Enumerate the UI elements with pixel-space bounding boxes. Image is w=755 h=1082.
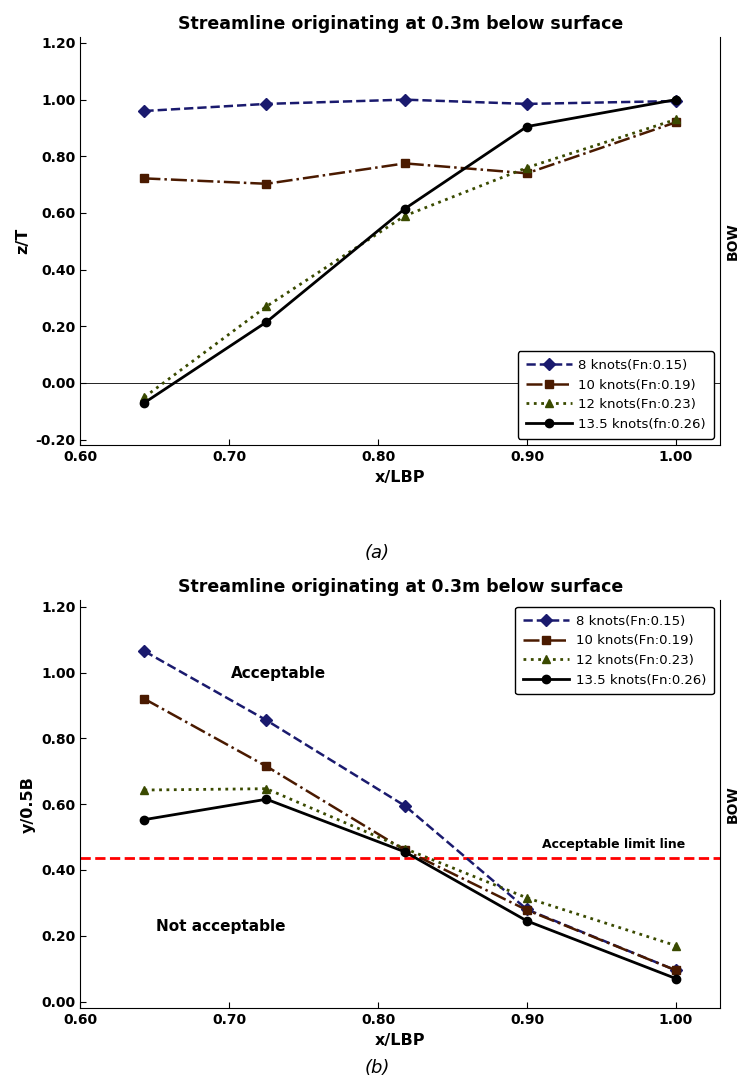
13.5 knots(Fn:0.26) [522, 914, 532, 927]
13.5 knots(fn:0.26) [262, 316, 271, 329]
12 knots(Fn:0.23) [400, 842, 409, 855]
8 knots(Fn:0.15) [522, 903, 532, 916]
Line: 12 knots(Fn:0.23): 12 knots(Fn:0.23) [140, 784, 680, 950]
12 knots(Fn:0.23) [671, 939, 680, 952]
Y-axis label: z/T: z/T [15, 228, 30, 254]
8 knots(Fn:0.15) [140, 105, 149, 118]
12 knots(Fn:0.23) [522, 892, 532, 905]
12 knots(Fn:0.23) [140, 391, 149, 404]
13.5 knots(fn:0.26) [400, 202, 409, 215]
10 knots(Fn:0.19) [671, 964, 680, 977]
Legend: 8 knots(Fn:0.15), 10 knots(Fn:0.19), 12 knots(Fn:0.23), 13.5 knots(fn:0.26): 8 knots(Fn:0.15), 10 knots(Fn:0.19), 12 … [518, 351, 713, 438]
12 knots(Fn:0.23) [522, 161, 532, 174]
8 knots(Fn:0.15) [400, 93, 409, 106]
Text: (b): (b) [365, 1058, 390, 1077]
13.5 knots(Fn:0.26) [671, 972, 680, 985]
8 knots(Fn:0.15) [262, 97, 271, 110]
Text: Acceptable limit line: Acceptable limit line [542, 839, 686, 852]
Text: Acceptable: Acceptable [231, 667, 326, 682]
10 knots(Fn:0.19) [140, 172, 149, 185]
8 knots(Fn:0.15) [400, 800, 409, 813]
8 knots(Fn:0.15) [671, 94, 680, 107]
10 knots(Fn:0.19) [262, 177, 271, 190]
10 knots(Fn:0.19) [400, 844, 409, 857]
10 knots(Fn:0.19) [522, 167, 532, 180]
12 knots(Fn:0.23) [262, 782, 271, 795]
8 knots(Fn:0.15) [671, 964, 680, 977]
10 knots(Fn:0.19) [400, 157, 409, 170]
Text: Not acceptable: Not acceptable [156, 919, 286, 934]
13.5 knots(Fn:0.26) [262, 793, 271, 806]
10 knots(Fn:0.19) [522, 903, 532, 916]
X-axis label: x/LBP: x/LBP [375, 470, 426, 485]
12 knots(Fn:0.23) [140, 783, 149, 796]
Title: Streamline originating at 0.3m below surface: Streamline originating at 0.3m below sur… [178, 15, 623, 32]
13.5 knots(fn:0.26) [140, 396, 149, 409]
13.5 knots(fn:0.26) [522, 120, 532, 133]
12 knots(Fn:0.23) [400, 209, 409, 222]
Line: 12 knots(Fn:0.23): 12 knots(Fn:0.23) [140, 116, 680, 401]
X-axis label: x/LBP: x/LBP [375, 1032, 426, 1047]
Y-axis label: BOW: BOW [726, 786, 740, 823]
Line: 10 knots(Fn:0.19): 10 knots(Fn:0.19) [140, 118, 680, 188]
Line: 13.5 knots(fn:0.26): 13.5 knots(fn:0.26) [140, 95, 680, 407]
12 knots(Fn:0.23) [671, 113, 680, 126]
Line: 8 knots(Fn:0.15): 8 knots(Fn:0.15) [140, 95, 680, 115]
13.5 knots(Fn:0.26) [140, 814, 149, 827]
8 knots(Fn:0.15) [262, 714, 271, 727]
Y-axis label: y/0.5B: y/0.5B [20, 776, 35, 833]
8 knots(Fn:0.15) [522, 97, 532, 110]
12 knots(Fn:0.23) [262, 300, 271, 313]
Text: (a): (a) [365, 544, 390, 563]
10 knots(Fn:0.19) [140, 692, 149, 705]
Title: Streamline originating at 0.3m below surface: Streamline originating at 0.3m below sur… [178, 578, 623, 596]
10 knots(Fn:0.19) [671, 116, 680, 129]
Line: 8 knots(Fn:0.15): 8 knots(Fn:0.15) [140, 647, 680, 975]
Legend: 8 knots(Fn:0.15), 10 knots(Fn:0.19), 12 knots(Fn:0.23), 13.5 knots(Fn:0.26): 8 knots(Fn:0.15), 10 knots(Fn:0.19), 12 … [515, 607, 713, 695]
13.5 knots(fn:0.26) [671, 93, 680, 106]
Y-axis label: BOW: BOW [726, 223, 740, 260]
Line: 10 knots(Fn:0.19): 10 knots(Fn:0.19) [140, 695, 680, 975]
13.5 knots(Fn:0.26) [400, 845, 409, 858]
Line: 13.5 knots(Fn:0.26): 13.5 knots(Fn:0.26) [140, 795, 680, 982]
8 knots(Fn:0.15) [140, 645, 149, 658]
10 knots(Fn:0.19) [262, 760, 271, 773]
